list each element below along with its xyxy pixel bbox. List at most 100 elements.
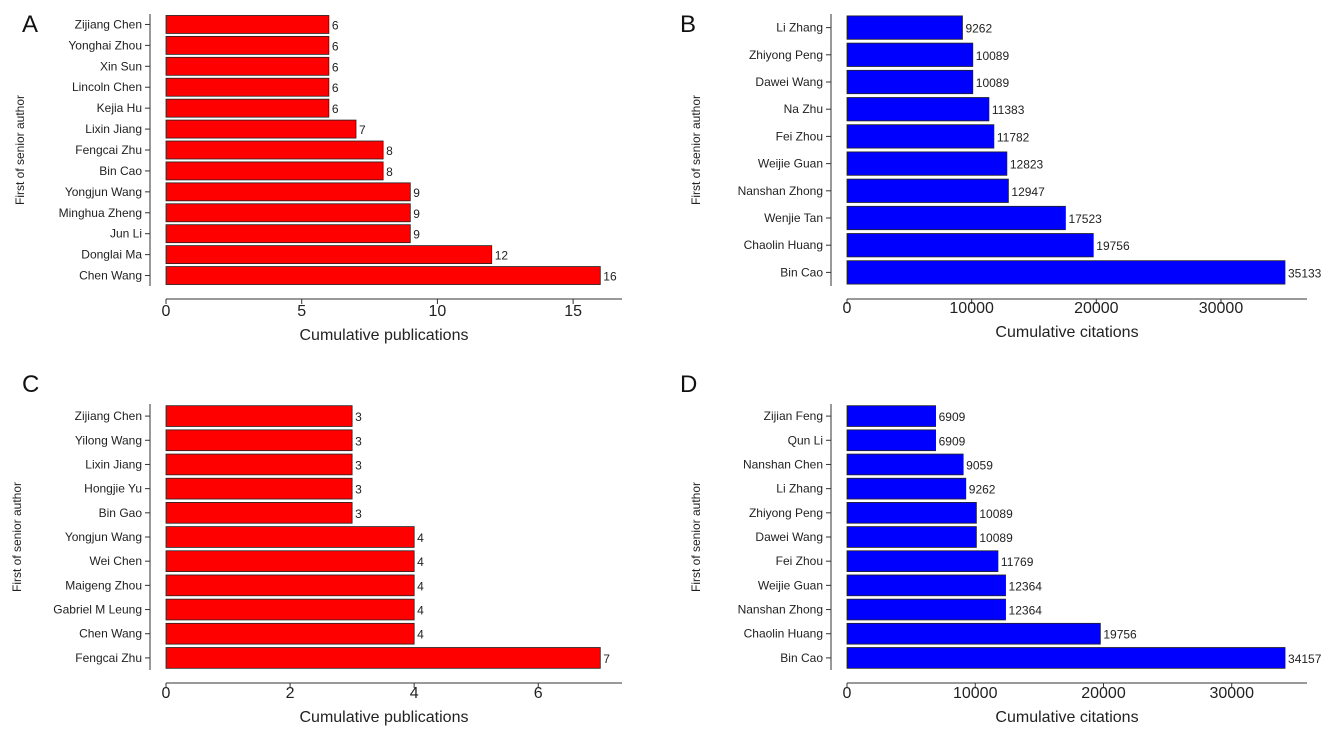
bar (165, 15, 330, 34)
value-label: 6 (332, 18, 339, 32)
bar (846, 622, 1101, 645)
value-label: 12947 (1011, 185, 1045, 199)
bar (165, 77, 330, 97)
bar (165, 98, 330, 118)
value-label: 7 (359, 123, 366, 137)
panel-letter: A (22, 11, 38, 38)
x-tick-label: 0 (843, 300, 852, 317)
value-label: 11383 (992, 103, 1025, 117)
category-label: Hongjie Yu (84, 482, 142, 496)
panel-letter: B (680, 11, 696, 38)
bar (846, 453, 964, 476)
x-tick-label: 0 (843, 685, 852, 702)
category-label: Bin Cao (780, 651, 823, 665)
category-label: Minghua Zheng (59, 206, 142, 220)
bar (846, 151, 1008, 176)
value-label: 10089 (979, 507, 1013, 521)
x-axis-label: Cumulative citations (995, 709, 1138, 726)
category-label: Gabriel M Leung (53, 603, 142, 617)
value-label: 12823 (1010, 158, 1044, 172)
value-label: 10089 (979, 531, 1013, 545)
bar (846, 97, 990, 122)
value-label: 6 (332, 102, 339, 116)
category-label: Jun Li (110, 227, 142, 241)
category-label: Nanshan Zhong (738, 184, 823, 198)
bar (165, 647, 601, 669)
category-label: Zijiang Chen (75, 17, 142, 31)
y-axis-label: First of senior author (689, 482, 703, 592)
bar (165, 453, 353, 476)
value-label: 4 (417, 579, 424, 593)
bar (846, 178, 1009, 203)
value-label: 3 (355, 507, 362, 521)
y-axis-label: First of senior author (10, 482, 24, 592)
category-label: Zhiyong Peng (749, 48, 823, 62)
value-label: 11769 (1001, 555, 1034, 569)
x-tick-label: 5 (297, 303, 306, 320)
chart-panel-b: B First of senior author Cumulative citati… (665, 0, 1330, 365)
category-label: Bin Cao (780, 265, 823, 279)
bar (846, 429, 937, 452)
bar (846, 598, 1006, 621)
category-label: Fengcai Zhu (75, 143, 142, 157)
value-label: 9 (413, 207, 420, 221)
category-label: Yonghai Zhou (68, 38, 142, 52)
bar (846, 69, 974, 95)
x-tick-label: 0 (162, 685, 171, 702)
x-tick-label: 20000 (1074, 300, 1119, 317)
bar (165, 245, 493, 265)
x-tick-label: 6 (534, 685, 543, 702)
value-label: 17523 (1068, 212, 1102, 226)
value-label: 4 (417, 604, 424, 618)
category-label: Dawei Wang (755, 530, 823, 544)
value-label: 8 (386, 165, 393, 179)
bar (846, 502, 977, 524)
panel-letter: D (680, 371, 697, 398)
category-label: Li Zhang (776, 482, 823, 496)
category-label: Chen Wang (79, 627, 142, 641)
value-label: 12364 (1009, 579, 1043, 593)
bar (165, 622, 415, 645)
category-label: Dawei Wang (755, 75, 823, 89)
category-label: Chen Wang (79, 269, 142, 283)
category-label: Nanshan Chen (743, 457, 823, 471)
x-tick-label: 10000 (949, 300, 994, 317)
category-label: Wenjie Tan (764, 211, 823, 225)
category-label: Yongjun Wang (65, 530, 142, 544)
category-label: Fei Zhou (776, 554, 823, 568)
value-label: 6 (332, 39, 339, 53)
value-label: 10089 (976, 49, 1010, 63)
chart-panel-d: D First of senior author Cumulative citati… (665, 365, 1330, 729)
bar (846, 405, 937, 427)
value-label: 34157 (1288, 652, 1322, 666)
x-tick-label: 0 (162, 303, 171, 320)
bar (165, 224, 411, 244)
category-label: Xin Sun (100, 59, 142, 73)
bar (165, 405, 353, 427)
category-label: Chaolin Huang (744, 238, 823, 252)
x-tick-label: 10 (429, 303, 447, 320)
category-label: Li Zhang (776, 21, 823, 35)
value-label: 19756 (1103, 628, 1137, 642)
value-label: 3 (355, 458, 362, 472)
value-label: 12364 (1009, 604, 1043, 618)
category-label: Zhiyong Peng (749, 506, 823, 520)
bar (165, 203, 411, 223)
value-label: 9262 (969, 483, 996, 497)
bar (165, 574, 415, 597)
bar (165, 161, 384, 181)
category-label: Kejia Hu (97, 101, 142, 115)
bar (846, 260, 1286, 285)
x-tick-label: 2 (286, 685, 295, 702)
value-label: 6 (332, 81, 339, 95)
x-tick-label: 10000 (953, 685, 998, 702)
bar (846, 205, 1066, 231)
value-label: 9 (413, 228, 420, 242)
bar (846, 550, 999, 572)
category-label: Lincoln Chen (72, 80, 142, 94)
category-label: Chaolin Huang (744, 627, 823, 641)
value-label: 8 (386, 144, 393, 158)
x-axis-label: Cumulative publications (300, 709, 469, 726)
x-tick-label: 30000 (1199, 300, 1244, 317)
bar (846, 42, 974, 67)
